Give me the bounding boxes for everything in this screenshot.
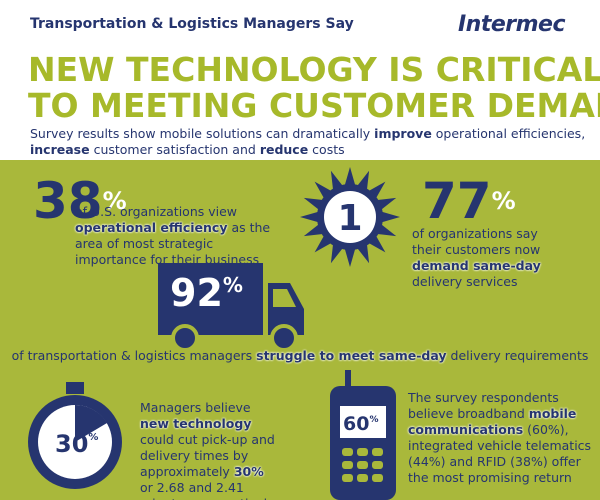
highlight: mobile communications — [408, 406, 577, 437]
sun-center — [324, 191, 376, 243]
key — [342, 474, 353, 482]
stat-number: 77% — [422, 172, 516, 230]
stat-text: of transportation & logistics managers s… — [0, 348, 600, 364]
stopwatch-sector — [75, 404, 107, 442]
highlight: struggle to meet same-day — [256, 348, 447, 363]
badge: 1 — [337, 198, 362, 239]
phone-body — [330, 386, 396, 500]
text: of U.S. organizations view — [75, 204, 238, 219]
antenna — [345, 370, 351, 390]
logo: Intermec — [458, 12, 566, 37]
wheel — [270, 324, 298, 352]
phone-screen — [340, 406, 386, 438]
stopwatch-crown — [66, 382, 84, 394]
key — [372, 474, 383, 482]
text: customer satisfaction and — [89, 142, 260, 157]
title: NEW TECHNOLOGY IS CRITICAL — [28, 50, 600, 89]
truck-body — [158, 263, 263, 335]
text: The survey respondents believe broadband — [408, 390, 559, 421]
kicker: Transportation & Logistics Managers Say — [30, 16, 354, 32]
text: delivery requirements — [446, 348, 589, 363]
key — [342, 461, 353, 469]
key — [342, 448, 353, 456]
text: could cut pick-up and delivery times by … — [140, 432, 275, 479]
keypad — [342, 448, 383, 482]
text: as the area of most strategic importance… — [75, 220, 271, 267]
stat-number: 38% — [33, 172, 127, 230]
sun-ray — [344, 167, 356, 188]
phone-number: 60% — [343, 413, 378, 435]
truck-number: 92% — [170, 271, 243, 315]
highlight: 30% — [233, 464, 264, 479]
highlight: new technology — [140, 416, 252, 431]
text: or 2.68 and 2.41 minutes, respectively — [140, 480, 274, 500]
text: Survey results show mobile solutions can… — [30, 126, 375, 141]
sun-ray — [344, 246, 356, 267]
text: operational efficiencies, — [431, 126, 586, 141]
sun-ray — [379, 211, 400, 223]
icons: 1 92% 30% 60% — [28, 167, 400, 500]
title: TO MEETING CUSTOMER DEMANDS — [28, 86, 600, 125]
key — [372, 448, 383, 456]
stat-text: The survey respondents believe broadband… — [408, 390, 593, 486]
highlight: demand same-day — [412, 258, 541, 273]
wheel — [171, 324, 199, 352]
text: of transportation & logistics managers — [11, 348, 257, 363]
intro: Survey results show mobile solutions can… — [30, 126, 590, 158]
stat-text: of U.S. organizations view operational e… — [75, 204, 275, 268]
highlight: operational efficiency — [75, 220, 228, 235]
stat-text: of organizations say their customers now… — [412, 226, 547, 290]
truck-window — [273, 289, 296, 307]
stopwatch-number: 30% — [55, 430, 98, 458]
key — [372, 461, 383, 469]
key — [357, 474, 368, 482]
key — [357, 448, 368, 456]
text: Managers believe — [140, 400, 251, 415]
key — [357, 461, 368, 469]
highlight: increase — [30, 142, 90, 157]
highlight: reduce — [259, 142, 309, 157]
text: delivery services — [412, 274, 518, 289]
stat-text: Managers believe new technology could cu… — [140, 400, 280, 500]
text: of organizations say their customers now — [412, 226, 541, 257]
sun-ray — [300, 211, 321, 223]
highlight: improve — [374, 126, 432, 141]
text: costs — [308, 142, 345, 157]
text: (60%), integrated vehicle telematics (44… — [408, 422, 592, 485]
